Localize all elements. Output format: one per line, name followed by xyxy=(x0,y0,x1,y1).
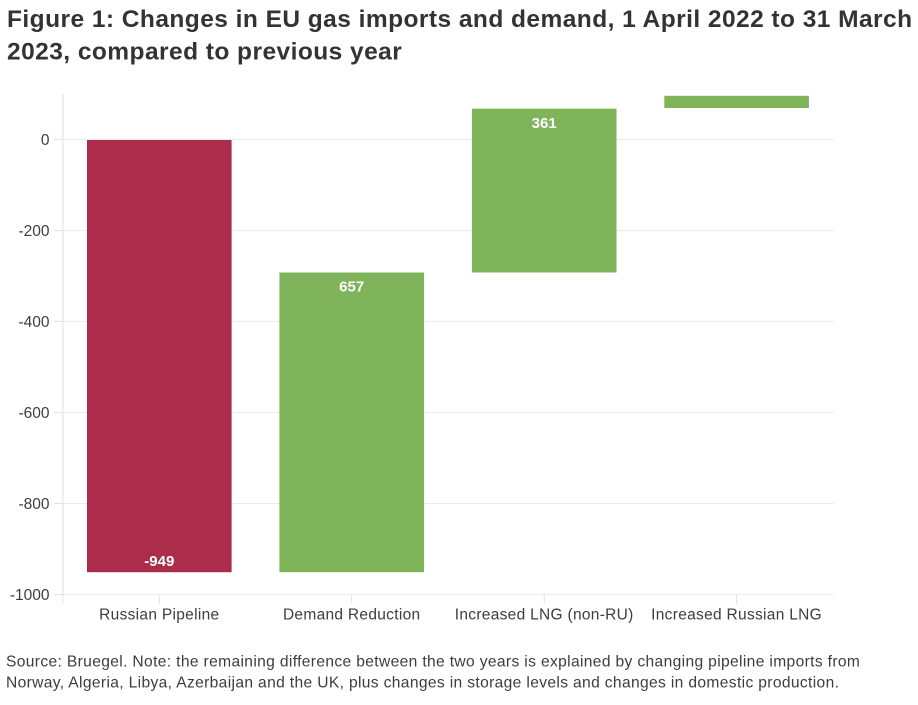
svg-text:-1000: -1000 xyxy=(10,587,50,604)
svg-text:-200: -200 xyxy=(18,223,49,240)
svg-text:Increased LNG (non-RU): Increased LNG (non-RU) xyxy=(455,607,634,624)
svg-text:Source: Bruegel. Note: the rem: Source: Bruegel. Note: the remaining dif… xyxy=(6,654,860,671)
svg-text:-400: -400 xyxy=(18,314,49,331)
svg-text:2023, compared to previous yea: 2023, compared to previous year xyxy=(7,39,402,66)
svg-text:Russian Pipeline: Russian Pipeline xyxy=(99,607,219,624)
svg-text:361: 361 xyxy=(532,115,557,132)
svg-text:Figure 1: Changes in EU gas im: Figure 1: Changes in EU gas imports and … xyxy=(7,6,913,33)
svg-text:Increased Russian LNG: Increased Russian LNG xyxy=(651,607,822,624)
svg-text:-800: -800 xyxy=(18,496,49,513)
svg-text:-600: -600 xyxy=(18,405,49,422)
svg-text:Norway, Algeria, Libya, Azerba: Norway, Algeria, Libya, Azerbaijan and t… xyxy=(6,675,839,692)
svg-text:-949: -949 xyxy=(144,553,174,570)
svg-text:Demand Reduction: Demand Reduction xyxy=(283,607,421,624)
svg-text:657: 657 xyxy=(339,278,364,295)
svg-text:0: 0 xyxy=(41,132,50,149)
